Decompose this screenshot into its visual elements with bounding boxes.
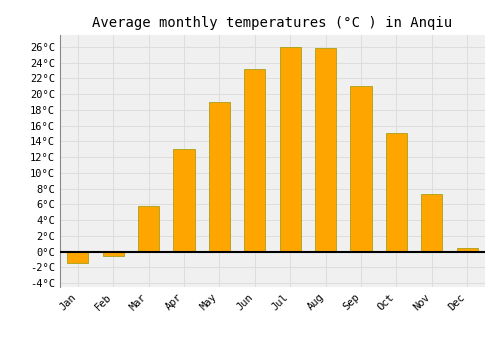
- Bar: [174, 149, 195, 252]
- Bar: [209, 102, 230, 252]
- Bar: [315, 48, 336, 252]
- Bar: [350, 86, 372, 252]
- Bar: [386, 133, 407, 252]
- Bar: [244, 69, 266, 252]
- Bar: [102, 252, 124, 255]
- Bar: [456, 248, 478, 252]
- Bar: [67, 252, 88, 263]
- Title: Average monthly temperatures (°C ) in Anqiu: Average monthly temperatures (°C ) in An…: [92, 16, 452, 30]
- Bar: [280, 47, 301, 252]
- Bar: [421, 194, 442, 252]
- Bar: [138, 206, 159, 252]
